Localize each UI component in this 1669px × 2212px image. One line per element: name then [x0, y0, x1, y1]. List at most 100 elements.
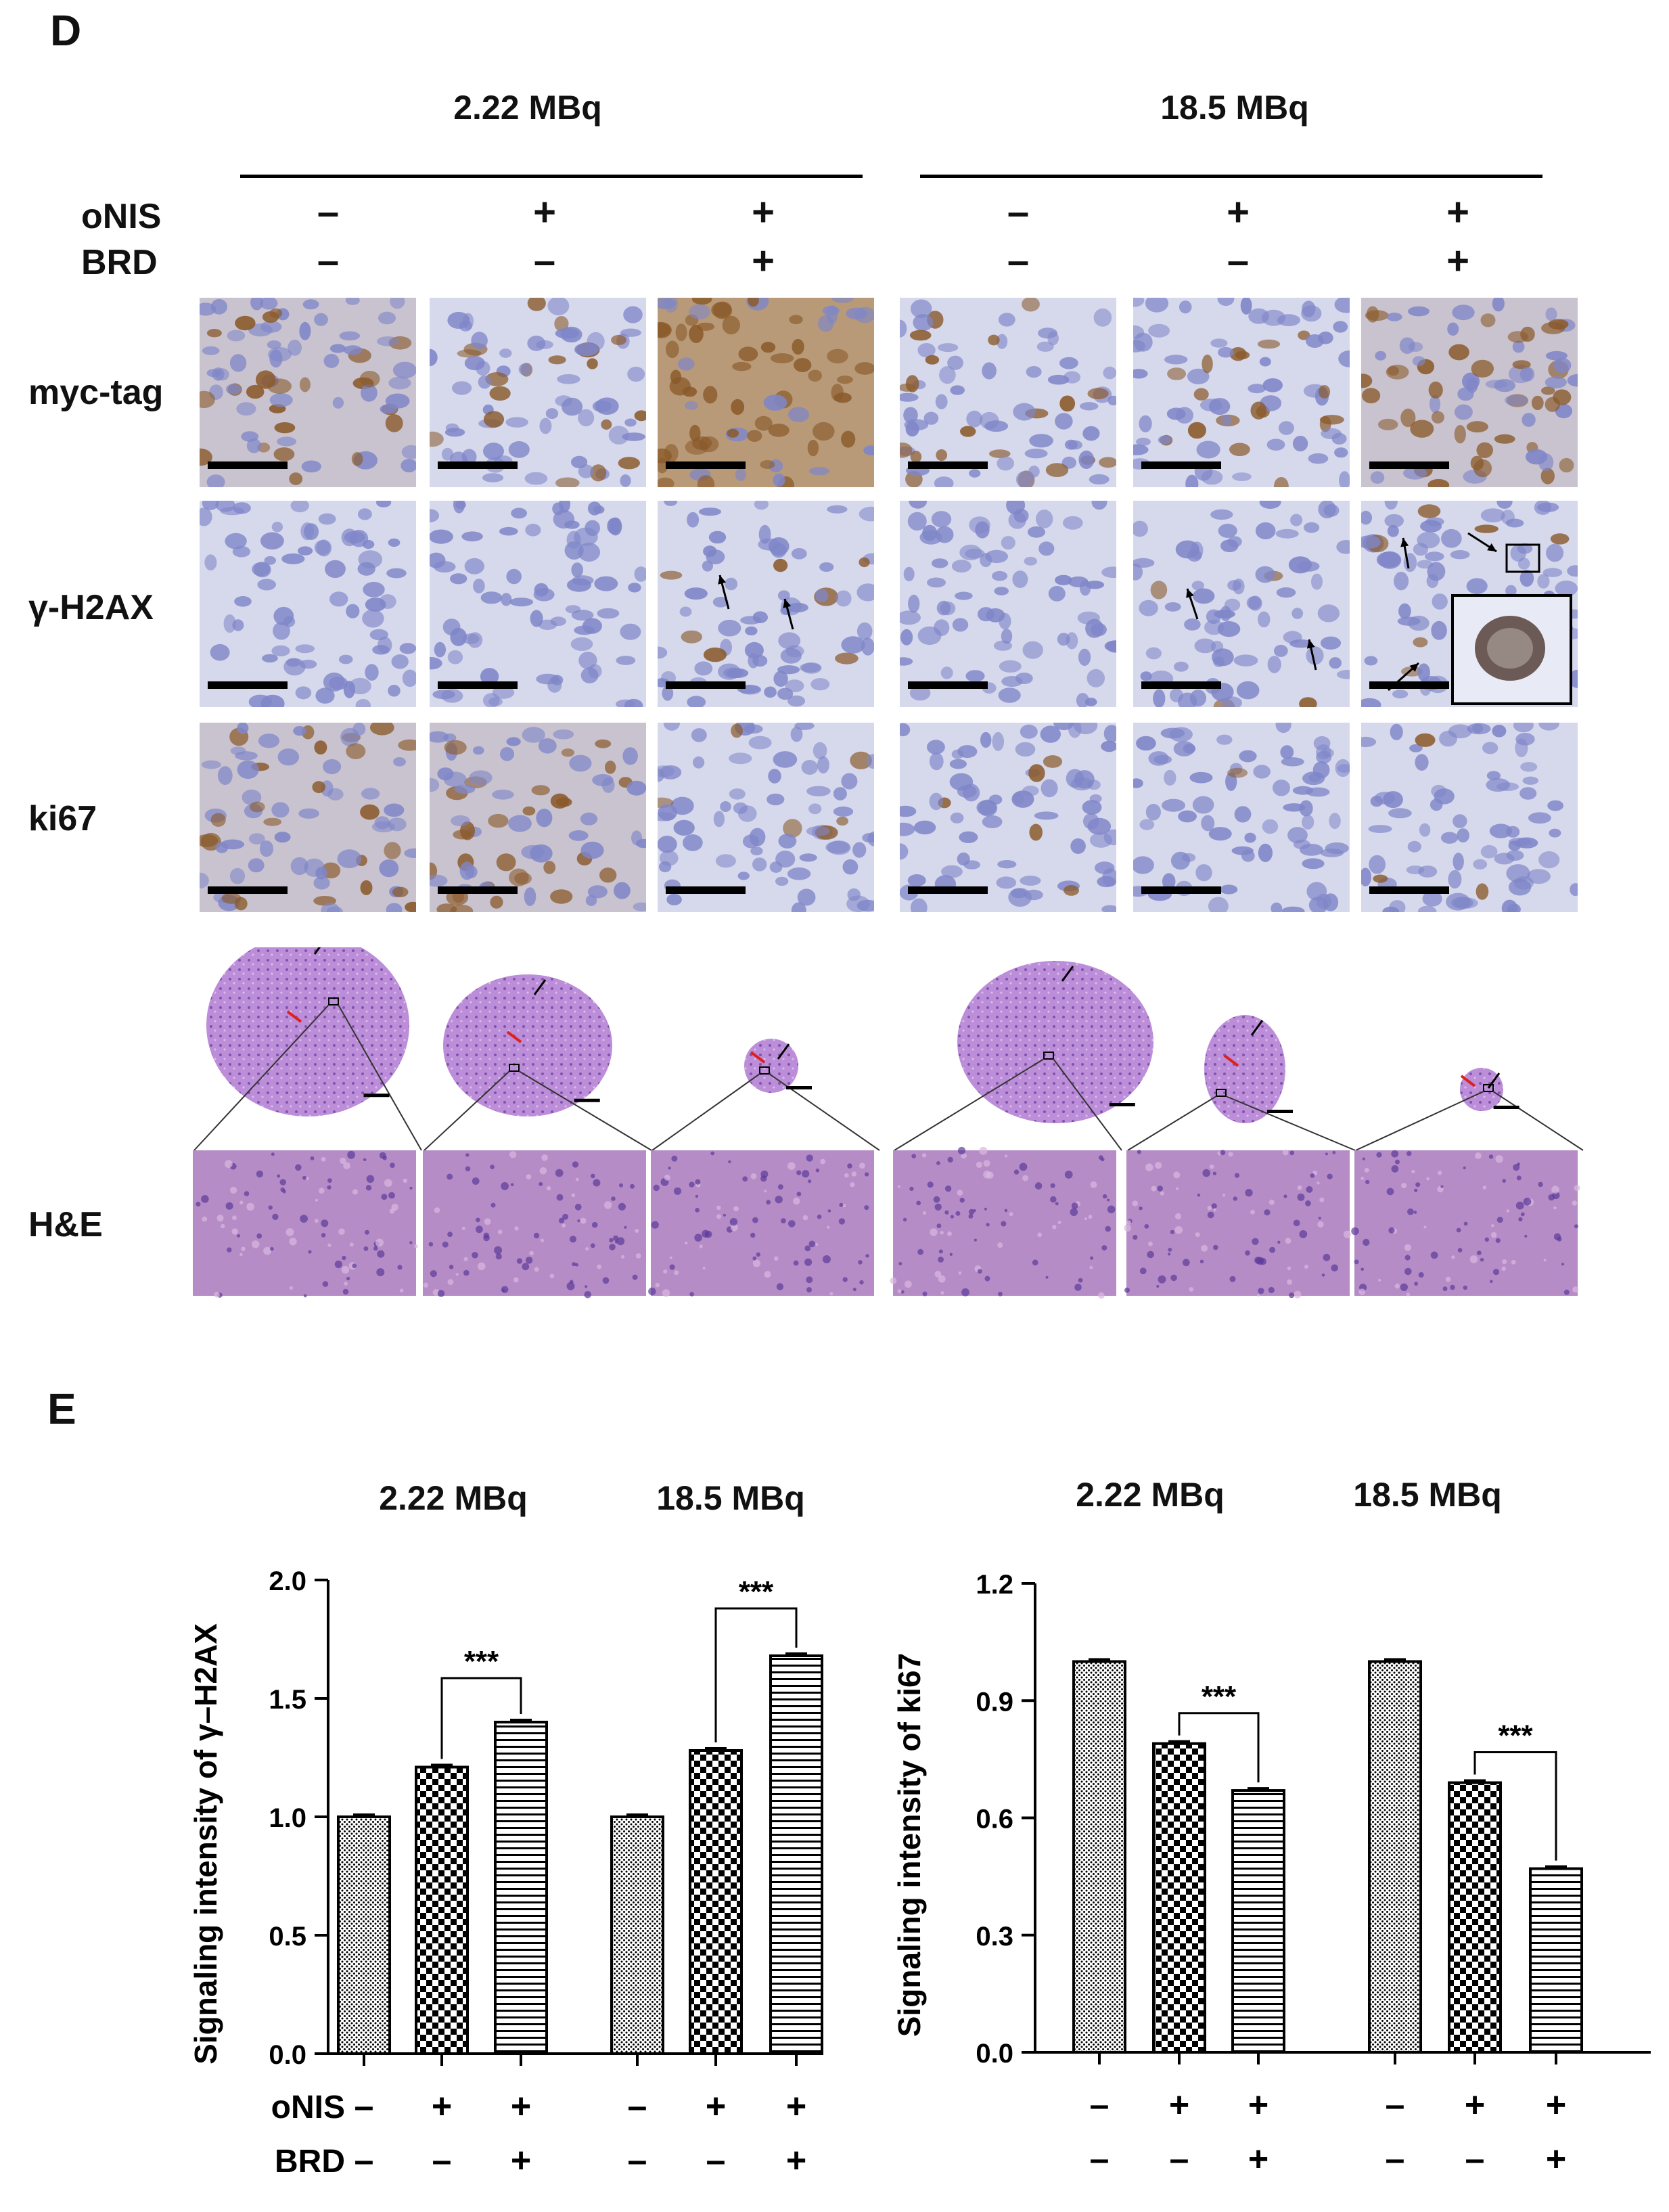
scale-bar — [208, 886, 288, 894]
bar-5 — [1448, 1779, 1502, 2054]
scale-bar — [1141, 461, 1221, 469]
onis-sign-2: + — [432, 2087, 452, 2126]
scale-bar — [438, 461, 518, 469]
micrograph-ki67-4 — [900, 723, 1116, 912]
y-tick-label: 1.5 — [269, 1685, 306, 1715]
onis-sign-4: – — [1386, 2085, 1405, 2125]
arrow-marker — [718, 574, 730, 610]
scale-bar — [908, 461, 988, 469]
micrograph-gamma-h2ax-1 — [200, 501, 416, 707]
he-whole-section-5 — [1127, 1015, 1356, 1151]
micrograph-ki67-6 — [1361, 723, 1578, 912]
he-whole-section-4 — [894, 961, 1153, 1151]
onis-sign-3: + — [511, 2087, 531, 2126]
brd-sign-1: – — [355, 2141, 374, 2180]
panel-d-brd-sign-3: + — [752, 239, 775, 283]
onis-sign-6: + — [1546, 2085, 1566, 2125]
arrow-marker — [783, 598, 794, 630]
he-whole-section-1 — [193, 947, 422, 1151]
micrograph-myc-tag-6 — [1361, 298, 1578, 487]
he-section-row — [193, 947, 1584, 1299]
scale-bar — [1369, 461, 1449, 469]
row-label-myc-tag: myc-tag — [28, 373, 164, 412]
scale-bar — [208, 681, 288, 689]
onis-sign-5: + — [1465, 2085, 1485, 2125]
bar-3 — [1231, 1787, 1285, 2054]
y-axis-label: Signaling intensity of ki67 — [892, 1653, 927, 2037]
micrograph-gamma-h2ax-4 — [900, 501, 1116, 707]
micrograph-myc-tag-2 — [430, 298, 646, 487]
row-label-ki67: ki67 — [28, 799, 97, 838]
panel-d-onis-sign-6: + — [1446, 190, 1469, 234]
panel-d-onis-sign-5: + — [1227, 190, 1250, 234]
bar-6 — [1529, 1865, 1583, 2054]
panel-d-dose-title-1: 2.22 MBq — [453, 89, 602, 127]
onis-label: oNIS — [271, 2090, 345, 2125]
panel-d-letter: D — [50, 6, 82, 55]
scale-bar — [908, 681, 988, 689]
panel-d-brd-sign-5: – — [1227, 239, 1250, 283]
arrow-marker — [1186, 588, 1199, 620]
bar-3 — [494, 1719, 548, 2055]
y-tick-label: 0.9 — [976, 1687, 1013, 1717]
scale-bar — [908, 886, 988, 894]
scale-bar — [1369, 886, 1449, 894]
bar-6 — [769, 1652, 823, 2055]
he-zoom-tile-2 — [423, 1150, 646, 1299]
scale-bar — [438, 681, 518, 689]
panel-d-brd-sign-6: + — [1446, 239, 1469, 283]
scale-bar — [666, 681, 746, 689]
onis-sign-1: – — [1090, 2085, 1110, 2125]
scale-bar — [1141, 886, 1221, 894]
gamma-h2ax-bar-chart: 0.0 0.5 1.0 1.5 2.0 Signaling intensity of γ–… — [188, 1566, 823, 2180]
y-tick-label: 1.2 — [976, 1570, 1013, 1600]
panel-e-letter: E — [47, 1384, 76, 1433]
micrograph-gamma-h2ax-2 — [430, 501, 646, 707]
panel-e-chart1-group-2: 18.5 MBq — [656, 1479, 805, 1517]
panel-d-onis-sign-3: + — [752, 190, 775, 234]
scale-bar — [208, 461, 288, 469]
y-axis-label: Signaling intensity of γ–H2AX — [188, 1623, 223, 2064]
micrograph-myc-tag-3 — [658, 298, 874, 487]
y-tick-label: 0.6 — [976, 1805, 1013, 1834]
brd-sign-4: – — [628, 2141, 647, 2180]
panel-d-brd-sign-1: – — [317, 239, 340, 283]
brd-sign-4: – — [1386, 2140, 1405, 2179]
scale-bar — [1369, 681, 1449, 689]
micrograph-gamma-h2ax-5 — [1133, 501, 1350, 707]
arrow-marker — [1388, 662, 1419, 692]
significance-label: *** — [464, 1645, 499, 1678]
y-tick-label: 1.0 — [269, 1803, 306, 1833]
row-label-gamma-h2ax: γ-H2AX — [28, 588, 154, 627]
significance-bracket-1: *** — [1178, 1680, 1260, 1783]
brd-sign-2: – — [1170, 2140, 1189, 2179]
panel-d-onis-sign-1: – — [317, 190, 340, 234]
significance-bracket-2: *** — [714, 1575, 798, 1742]
micrograph-myc-tag-4 — [900, 298, 1116, 487]
inset-zoom — [1451, 543, 1572, 705]
arrow-marker — [1400, 537, 1410, 569]
he-whole-section-2 — [424, 974, 652, 1151]
y-tick-label: 0.5 — [269, 1922, 306, 1951]
significance-label: *** — [1202, 1680, 1237, 1713]
brd-sign-5: – — [706, 2141, 726, 2180]
scale-bar — [666, 886, 746, 894]
arrow-marker — [1467, 532, 1497, 553]
onis-sign-3: + — [1248, 2085, 1268, 2125]
micrograph-gamma-h2ax-6 — [1361, 501, 1578, 707]
brd-sign-6: + — [1546, 2140, 1566, 2179]
panel-d-onis-label: oNIS — [81, 197, 162, 236]
y-tick-label: 0.0 — [269, 2040, 306, 2070]
he-zoom-tile-4 — [890, 1146, 1116, 1299]
scale-bar — [1141, 681, 1221, 689]
onis-sign-5: + — [706, 2087, 726, 2126]
y-axis: 0.0 0.5 1.0 1.5 2.0 — [269, 1566, 329, 2070]
ki67-bar-chart: 0.0 0.3 0.6 0.9 1.2 Signaling intensity of ki… — [892, 1570, 1651, 2179]
he-whole-section-6 — [1355, 1068, 1584, 1151]
significance-bracket-2: *** — [1473, 1719, 1557, 1861]
onis-sign-4: – — [628, 2087, 647, 2126]
brd-sign-5: – — [1465, 2140, 1485, 2179]
row-label-he: H&E — [28, 1205, 103, 1244]
onis-sign-6: + — [786, 2087, 806, 2126]
micrograph-myc-tag-1 — [200, 298, 416, 487]
